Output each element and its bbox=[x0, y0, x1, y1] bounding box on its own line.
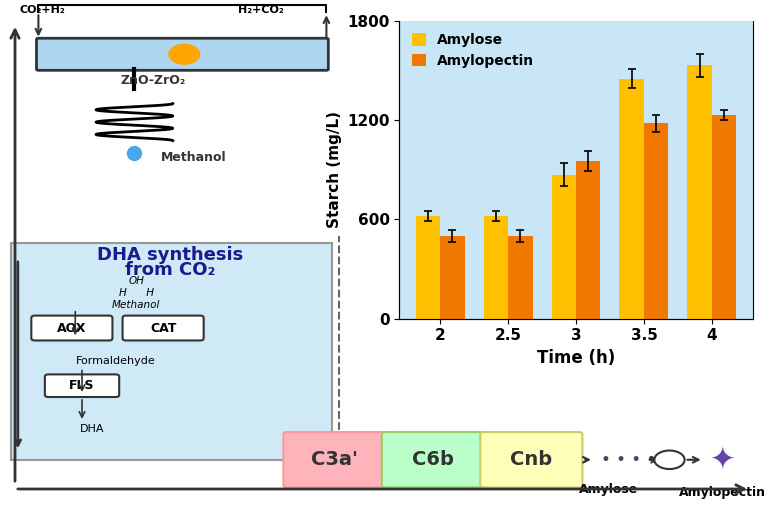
Text: CO₂+H₂: CO₂+H₂ bbox=[19, 5, 65, 15]
FancyBboxPatch shape bbox=[45, 374, 119, 397]
Text: ZnO-ZrO₂: ZnO-ZrO₂ bbox=[121, 74, 186, 87]
Y-axis label: Starch (mg/L): Starch (mg/L) bbox=[326, 111, 342, 228]
Text: DHA: DHA bbox=[80, 424, 104, 434]
Bar bbox=[551, 175, 576, 319]
Legend: Amylose, Amylopectin: Amylose, Amylopectin bbox=[406, 28, 540, 74]
Text: SBE: SBE bbox=[660, 455, 678, 464]
Text: Cnb: Cnb bbox=[510, 450, 552, 469]
FancyBboxPatch shape bbox=[480, 432, 582, 487]
FancyBboxPatch shape bbox=[123, 316, 204, 340]
Bar bbox=[415, 216, 440, 319]
Text: Amylose: Amylose bbox=[579, 483, 638, 497]
Text: Formaldehyde: Formaldehyde bbox=[76, 356, 156, 366]
Bar bbox=[508, 236, 532, 319]
Text: H₂+CO₂: H₂+CO₂ bbox=[238, 5, 284, 15]
Bar bbox=[712, 115, 737, 319]
Text: OH
H      H
Methanol: OH H H Methanol bbox=[112, 277, 161, 309]
Text: Amylopectin: Amylopectin bbox=[679, 486, 766, 499]
FancyBboxPatch shape bbox=[11, 243, 332, 461]
Bar bbox=[620, 79, 644, 319]
Text: DHA synthesis: DHA synthesis bbox=[97, 246, 243, 264]
Bar bbox=[484, 216, 508, 319]
Text: • • • • •: • • • • • bbox=[601, 451, 672, 469]
Circle shape bbox=[169, 44, 200, 64]
FancyBboxPatch shape bbox=[37, 38, 329, 70]
Text: FLS: FLS bbox=[69, 379, 94, 392]
Text: C3a': C3a' bbox=[311, 450, 358, 469]
Bar bbox=[440, 236, 465, 319]
Text: AOX: AOX bbox=[57, 322, 87, 335]
X-axis label: Time (h): Time (h) bbox=[537, 349, 615, 367]
FancyBboxPatch shape bbox=[283, 432, 386, 487]
Bar bbox=[687, 65, 712, 319]
Text: ✦: ✦ bbox=[710, 445, 735, 474]
Text: C6b: C6b bbox=[412, 450, 454, 469]
FancyBboxPatch shape bbox=[31, 316, 112, 340]
Text: from CO₂: from CO₂ bbox=[124, 261, 215, 280]
Bar bbox=[644, 123, 668, 319]
Text: CAT: CAT bbox=[150, 322, 177, 335]
FancyBboxPatch shape bbox=[382, 432, 484, 487]
Bar bbox=[576, 161, 601, 319]
Circle shape bbox=[654, 450, 684, 469]
Text: Methanol: Methanol bbox=[161, 152, 227, 164]
